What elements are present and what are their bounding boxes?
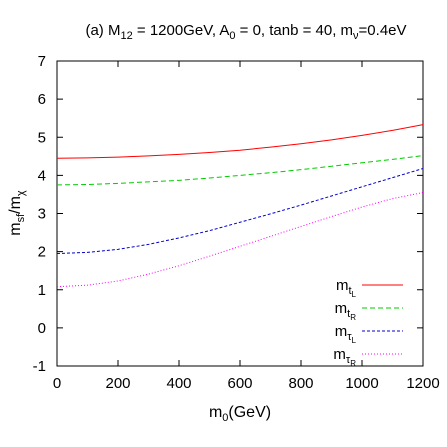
y-label-main: m [7,222,24,235]
y-tick-label-7: 6 [38,91,46,108]
legend-label-3: mτR [333,346,356,368]
title-prefix: (a) M [85,22,120,39]
x-tick-label-5: 1000 [345,375,378,392]
y-tick-label-4: 3 [38,206,46,223]
series-line-0 [56,124,424,159]
y-tick-label-1: 0 [38,320,46,337]
y-tick-label-8: 7 [38,53,46,70]
legend-label-0: mtL [336,277,357,299]
y-tick-label-3: 2 [38,244,46,261]
title-tail: =0.4eV [359,22,407,39]
y-tick-label-5: 4 [38,167,46,184]
x-label-main: m [209,404,222,421]
x-label-sub: 0 [222,412,228,424]
x-tick-label-6: 1200 [406,375,439,392]
x-tick-label-1: 200 [105,375,130,392]
chart-title: (a) M12 = 1200GeV, A0 = 0, tanb = 40, mν… [85,22,406,42]
x-label-rest: (GeV) [228,404,271,421]
axis-ticks [56,60,424,367]
y-label-slash: /m [7,196,24,214]
legend-label-2: mτL [335,323,357,345]
series-line-1 [56,155,424,186]
x-tick-label-2: 400 [166,375,191,392]
title-m-sub: 12 [120,30,132,42]
title-nu-sub: ν [353,30,359,42]
title-a-sub: 0 [229,30,235,42]
y-label-sub2: χ [15,190,27,196]
title-rest: = 0, tanb = 40, m [235,22,353,39]
x-axis-label: m0(GeV) [209,404,271,424]
y-tick-label-2: 1 [38,282,46,299]
legend-label-1: mtR [335,300,357,322]
x-tick-label-0: 0 [53,375,61,392]
y-tick-label-0: -1 [33,358,46,375]
series-line-2 [56,168,424,255]
x-tick-label-3: 600 [227,375,252,392]
series-line-3 [56,192,424,288]
y-axis-label: msf/mχ [7,190,27,236]
y-tick-label-6: 5 [38,129,46,146]
title-mid: = 1200GeV, A [133,22,230,39]
tick-labels: 0 200 400 600 800 1000 1200 -1 0 1 2 3 4 5 6 7 [33,53,440,392]
series-lines [56,124,424,288]
y-label-sub1: sf [15,213,27,223]
x-tick-label-4: 800 [288,375,313,392]
plot-frame [56,60,424,367]
